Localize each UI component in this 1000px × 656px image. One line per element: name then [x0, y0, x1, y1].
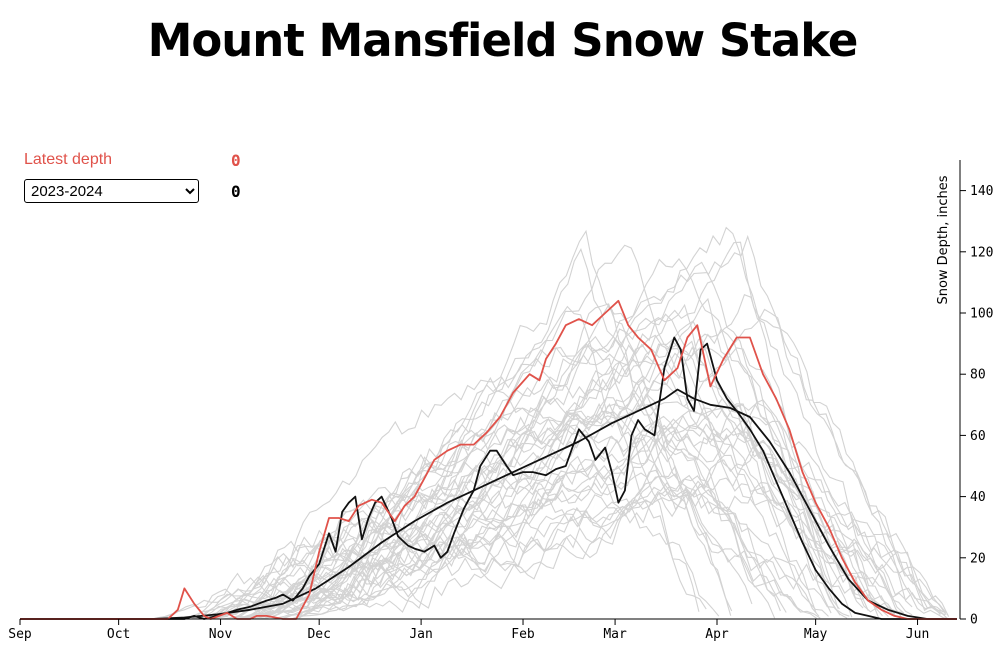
- history-season-line: [247, 407, 913, 620]
- history-season-line: [194, 303, 787, 620]
- x-tick-label: Nov: [209, 627, 233, 642]
- x-tick-label: Mar: [603, 627, 627, 642]
- history-lines: [151, 226, 951, 620]
- history-season-line: [234, 328, 880, 620]
- history-season-line: [297, 247, 753, 620]
- y-tick-label: 40: [970, 490, 986, 505]
- history-season-line: [192, 257, 864, 620]
- x-tick-label: Dec: [307, 627, 330, 642]
- x-tick-label: Apr: [705, 627, 729, 642]
- x-tick-label: Jan: [409, 627, 432, 642]
- x-axis: Sep Oct Nov Dec Jan Feb Mar Apr May Jun: [8, 618, 957, 642]
- history-season-line: [201, 297, 840, 620]
- series-lines: [20, 299, 957, 620]
- series-line-selected: [20, 336, 957, 620]
- history-season-line: [193, 416, 951, 620]
- y-tick-label: 120: [970, 245, 993, 260]
- season-select[interactable]: 2023-2024: [24, 179, 199, 203]
- y-tick-label: 100: [970, 307, 993, 322]
- history-season-line: [234, 481, 946, 620]
- history-season-line: [191, 229, 732, 620]
- history-season-line: [247, 234, 913, 620]
- y-tick-label: 140: [970, 184, 993, 199]
- y-tick-label: 0: [970, 613, 978, 628]
- controls-panel: Latest depth 0 2023-2024 0: [24, 150, 254, 210]
- y-axis-title: Snow Depth, inches: [936, 175, 951, 304]
- history-season-line: [291, 410, 707, 620]
- history-season-line: [248, 397, 947, 620]
- y-axis: 0 20 40 60 80 100 120 140: [959, 160, 993, 628]
- chart-title: Mount Mansfield Snow Stake: [147, 14, 859, 67]
- history-season-line: [234, 469, 821, 620]
- history-season-line: [210, 381, 889, 620]
- x-tick-label: Feb: [511, 627, 535, 642]
- x-tick-label: May: [804, 627, 828, 642]
- latest-depth-value: 0: [231, 151, 241, 170]
- x-tick-label: Jun: [906, 627, 929, 642]
- x-tick-label: Sep: [8, 627, 32, 642]
- history-season-line: [209, 415, 947, 620]
- selected-season-value: 0: [231, 182, 241, 201]
- y-tick-label: 60: [970, 429, 986, 444]
- history-season-line: [254, 403, 781, 620]
- y-tick-label: 20: [970, 551, 986, 566]
- history-season-line: [252, 431, 944, 620]
- latest-depth-label: Latest depth: [24, 151, 113, 168]
- history-season-line: [277, 486, 818, 620]
- history-season-line: [270, 439, 896, 620]
- x-tick-label: Oct: [107, 627, 130, 642]
- history-season-line: [262, 347, 941, 620]
- history-season-line: [240, 241, 945, 620]
- y-tick-label: 80: [970, 368, 986, 383]
- series-line-latest: [20, 299, 957, 620]
- history-season-line: [152, 308, 950, 620]
